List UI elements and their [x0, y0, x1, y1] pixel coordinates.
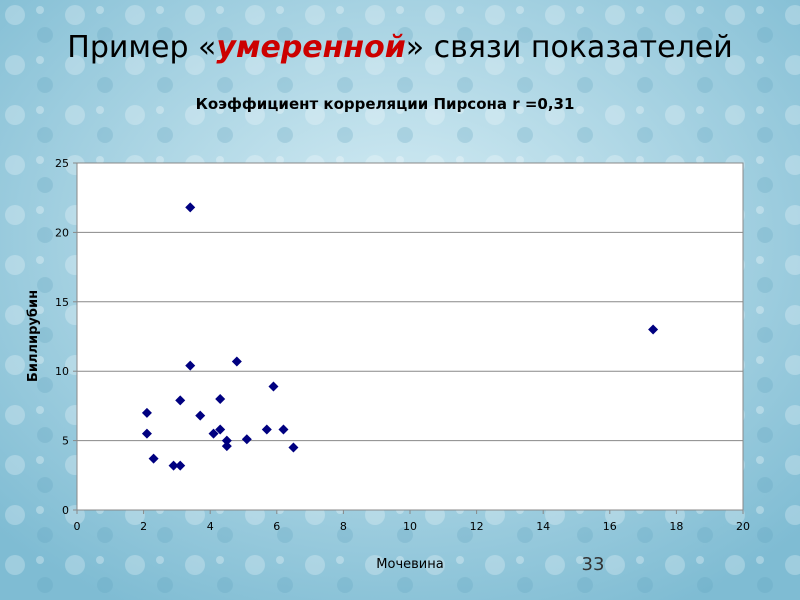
point [215, 424, 226, 435]
title-part: Пример « [67, 30, 216, 65]
y-tick-label: 0 [62, 504, 69, 517]
x-tick-label: 10 [403, 520, 417, 533]
point [141, 407, 152, 418]
page-number: 33 [582, 554, 605, 575]
point [221, 441, 232, 452]
point [241, 434, 252, 445]
x-axis-label: Мочевина [376, 557, 443, 572]
point [141, 428, 152, 439]
y-tick-label: 15 [55, 296, 69, 309]
point [278, 424, 289, 435]
point [261, 424, 272, 435]
x-tick-label: 2 [140, 520, 147, 533]
plot-area [76, 162, 744, 511]
x-tick-label: 8 [340, 520, 347, 533]
x-tick-label: 20 [736, 520, 750, 533]
y-tick-label: 20 [55, 226, 69, 239]
y-tick-label: 10 [55, 365, 69, 378]
x-tick-label: 0 [74, 520, 81, 533]
point [648, 324, 659, 335]
y-tick-label: 5 [62, 435, 69, 448]
point [168, 460, 179, 471]
point [185, 360, 196, 371]
x-tick-label: 18 [669, 520, 683, 533]
title-emphasis: умеренной [216, 30, 405, 65]
point [288, 442, 299, 453]
y-axis-label: Биллирубин [26, 290, 41, 382]
x-tick-label: 6 [273, 520, 280, 533]
x-tick-label: 12 [470, 520, 484, 533]
point [195, 410, 206, 421]
title-part: » связи показателей [406, 30, 733, 65]
point [175, 460, 186, 471]
point [268, 381, 279, 392]
point [221, 435, 232, 446]
point [185, 202, 196, 213]
point [208, 428, 219, 439]
x-tick-label: 4 [207, 520, 214, 533]
point [231, 356, 242, 367]
slide-title: Пример «умеренной» связи показателей [67, 30, 732, 65]
x-tick-label: 14 [536, 520, 550, 533]
y-tick-label: 25 [55, 157, 69, 170]
x-tick-label: 16 [603, 520, 617, 533]
point [148, 453, 159, 464]
point [215, 393, 226, 404]
point [175, 395, 186, 406]
chart-title: Коэффициент корреляции Пирсона r =0,31 [196, 95, 575, 113]
